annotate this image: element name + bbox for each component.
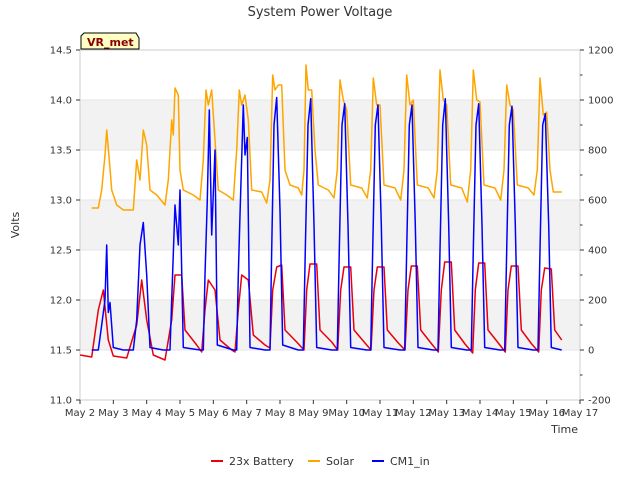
- background-bands: [80, 100, 580, 350]
- y-tick-label: 14.5: [50, 46, 72, 57]
- legend-label: Solar: [326, 455, 355, 468]
- band: [80, 200, 580, 250]
- series-layer: [80, 64, 563, 361]
- legend: 23x Battery Solar CM1_in: [211, 455, 430, 468]
- y-tick-label: 13.5: [50, 146, 72, 157]
- y2-tick-label: 400: [588, 246, 607, 257]
- y2-tick-label: 1200: [588, 46, 613, 57]
- y2-tick-label: 800: [588, 146, 607, 157]
- vr-met-badge: VR_met: [80, 32, 140, 50]
- legend-label: 23x Battery: [229, 455, 294, 468]
- x-tick-label: May 13: [428, 408, 465, 419]
- y-tick-label: 14.0: [50, 96, 72, 107]
- y-tick-label: 12.5: [50, 246, 72, 257]
- x-tick-label: May 10: [328, 408, 365, 419]
- series-line-cm1-in: [91, 96, 562, 351]
- y-tick-label: 13.0: [50, 196, 72, 207]
- x-tick-label: May 9: [298, 408, 328, 419]
- y2-tick-label: -200: [588, 396, 611, 407]
- y2-tick-label: 200: [588, 296, 607, 307]
- x-axis: May 2 May 3 May 4 May 5 May 6 May 7 May 8 May 9…: [65, 400, 598, 419]
- x-axis-label: Time: [550, 423, 578, 436]
- x-tick-label: May 3: [98, 408, 128, 419]
- y-axis-left: 11.0 11.5 12.0 12.5 13.0 13.5 14.0 14.5: [50, 46, 80, 407]
- badge-shape: [80, 32, 140, 50]
- x-tick-label: May 17: [562, 408, 599, 419]
- x-tick-label: May 14: [462, 408, 499, 419]
- y2-tick-label: 0: [588, 346, 594, 357]
- badge-label: VR_met: [87, 36, 134, 49]
- x-tick-label: May 7: [232, 408, 262, 419]
- x-tick-label: May 6: [198, 408, 228, 419]
- y2-tick-label: 1000: [588, 96, 613, 107]
- y-axis-label: Volts: [9, 211, 22, 238]
- chart-title: System Power Voltage: [248, 5, 393, 20]
- y-tick-label: 11.0: [50, 396, 72, 407]
- x-tick-label: May 2: [65, 408, 95, 419]
- y-axis-right: -200 0 200 400 600 800 1000 1200: [580, 46, 613, 407]
- x-tick-label: May 16: [528, 408, 565, 419]
- x-tick-label: May 8: [265, 408, 295, 419]
- x-tick-label: May 12: [395, 408, 432, 419]
- band: [80, 100, 580, 150]
- legend-label: CM1_in: [390, 455, 430, 468]
- x-tick-label: May 4: [132, 408, 162, 419]
- x-tick-label: May 15: [495, 408, 532, 419]
- x-tick-label: May 11: [362, 408, 399, 419]
- y2-tick-label: 600: [588, 196, 607, 207]
- y-tick-label: 12.0: [50, 296, 72, 307]
- y-tick-label: 11.5: [50, 346, 72, 357]
- x-tick-label: May 5: [165, 408, 195, 419]
- series-line-solar: [91, 64, 562, 211]
